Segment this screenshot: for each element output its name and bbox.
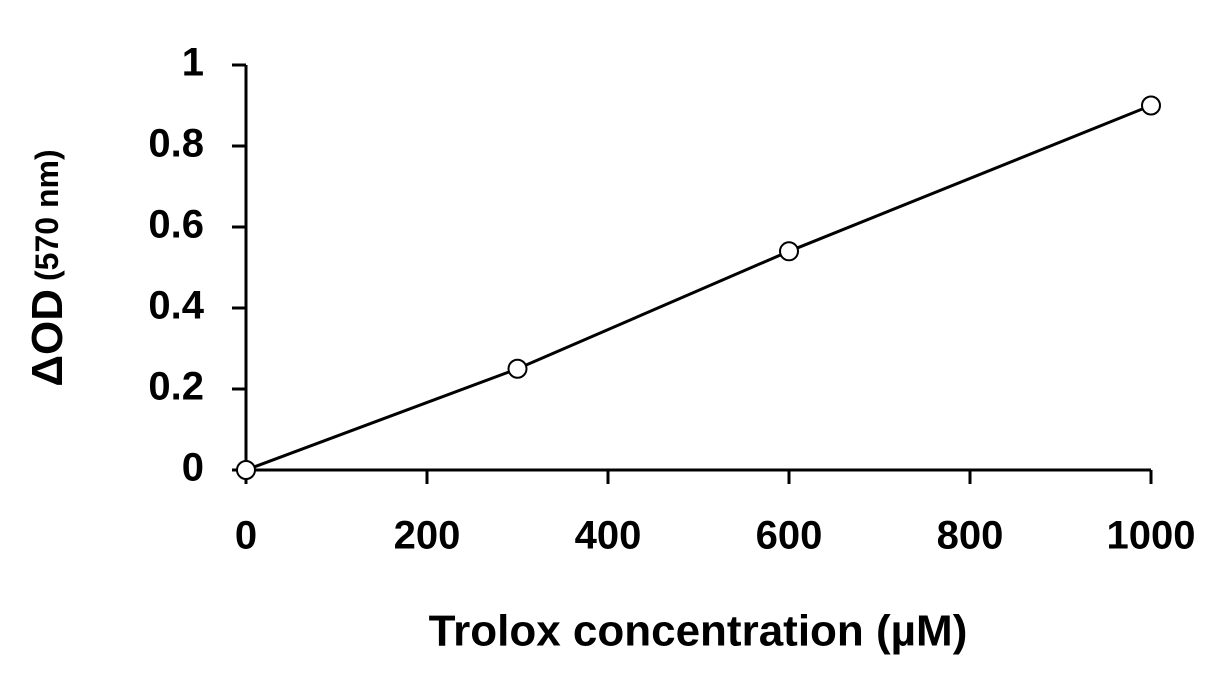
y-tick-label: 1 [182, 41, 204, 85]
data-point [236, 460, 256, 480]
series-line [245, 104, 1152, 472]
y-axis-label-unit: (570 nm) [29, 149, 65, 281]
x-tick-label: 800 [937, 514, 1004, 558]
data-point [1141, 95, 1161, 116]
y-tick-label: 0.2 [148, 365, 204, 409]
data-point [507, 358, 528, 379]
y-tick-label: 0.8 [148, 122, 204, 166]
y-axis-label-main: ΔOD [23, 289, 72, 387]
data-point [779, 241, 799, 262]
x-tick-label: 200 [394, 514, 461, 558]
x-tick-label: 0 [235, 514, 257, 558]
y-axis-label: ΔOD (570 nm) [23, 149, 72, 386]
x-tick-label: 600 [756, 514, 823, 558]
y-tick-label: 0.6 [148, 203, 204, 247]
x-tick-label: 400 [575, 514, 642, 558]
y-tick-label: 0.4 [148, 284, 204, 328]
y-tick-label: 0 [182, 446, 204, 490]
x-axis-label: Trolox concentration (µM) [429, 607, 968, 656]
x-tick-label: 1000 [1107, 514, 1196, 558]
